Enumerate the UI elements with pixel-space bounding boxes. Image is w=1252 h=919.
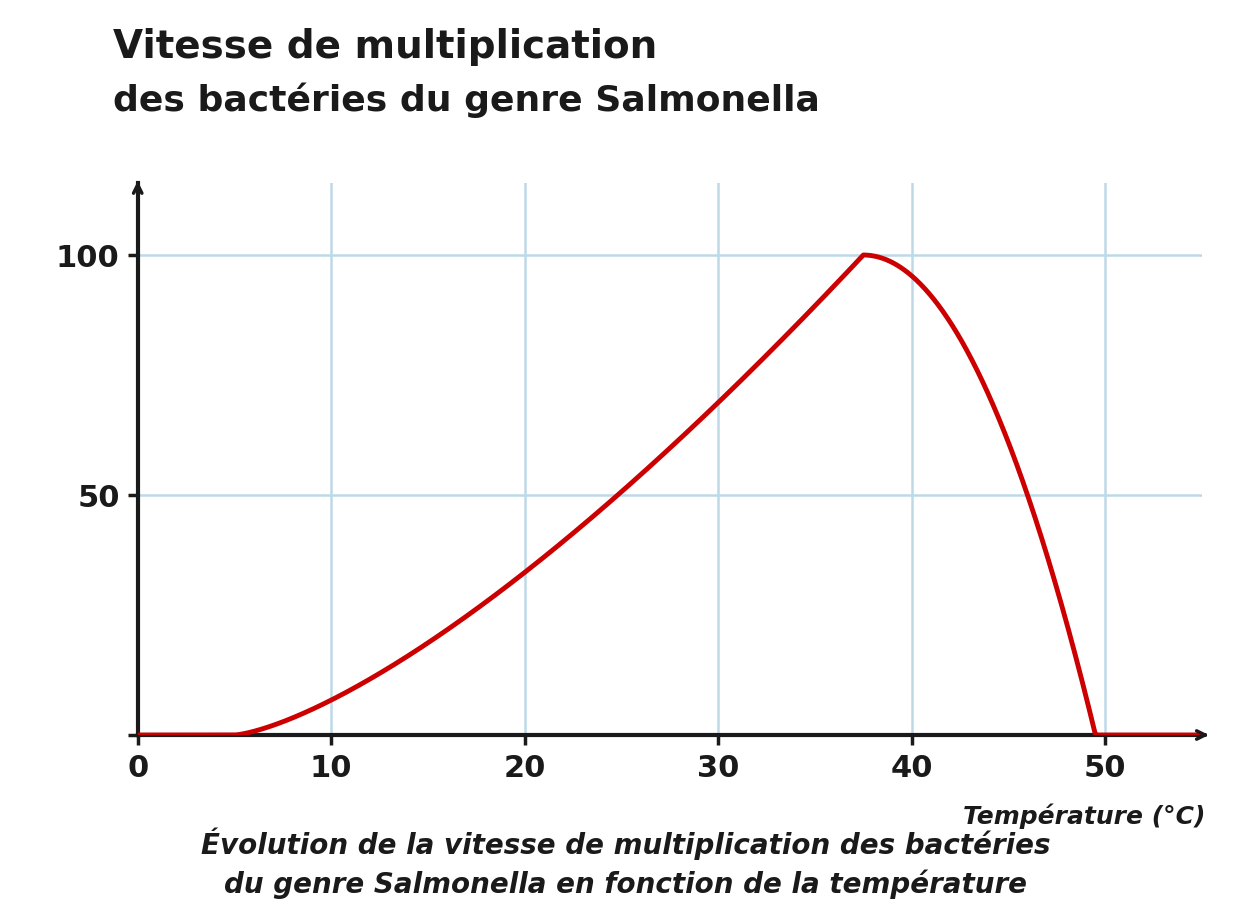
Text: du genre Salmonella en fonction de la température: du genre Salmonella en fonction de la te… — [224, 868, 1028, 898]
Text: Vitesse de multiplication: Vitesse de multiplication — [113, 28, 657, 65]
Text: Température (°C): Température (°C) — [964, 802, 1206, 828]
Text: des bactéries du genre Salmonella: des bactéries du genre Salmonella — [113, 83, 820, 119]
Text: Évolution de la vitesse de multiplication des bactéries: Évolution de la vitesse de multiplicatio… — [202, 827, 1050, 859]
